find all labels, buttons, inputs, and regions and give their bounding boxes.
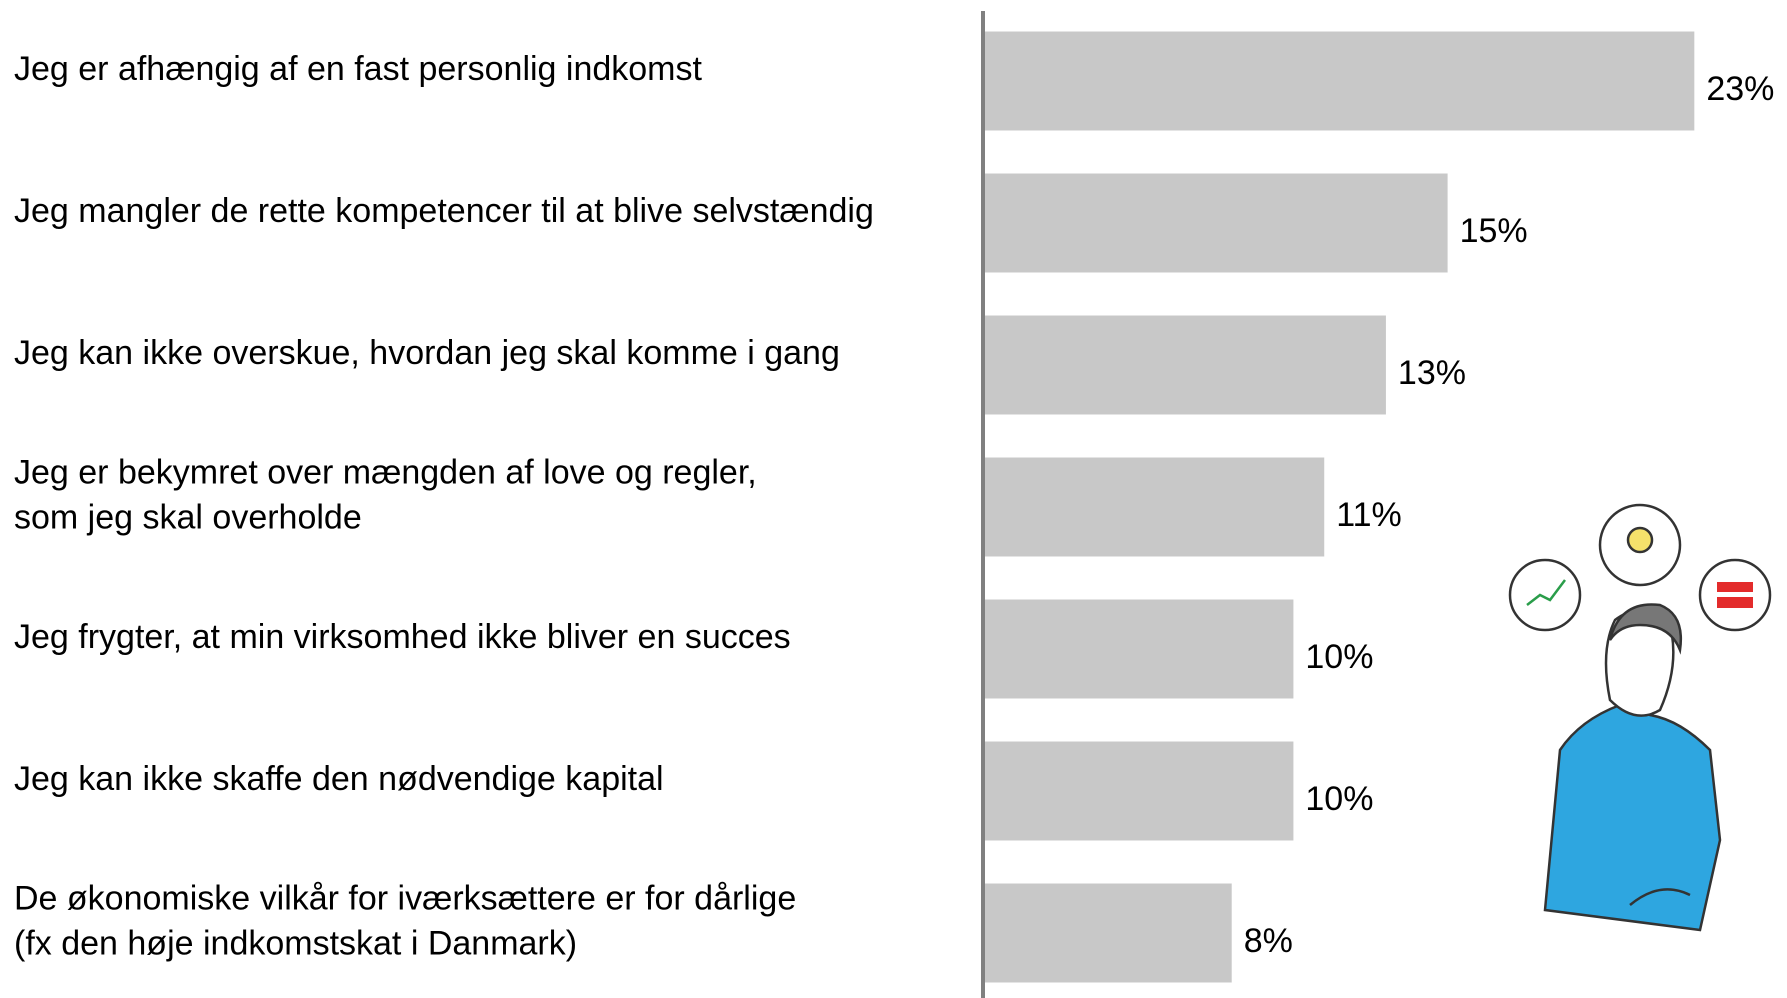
- bar: [985, 883, 1232, 983]
- category-label: Jeg kan ikke overskue, hvordan jeg skal …: [14, 334, 840, 372]
- value-label: 10%: [1305, 780, 1373, 818]
- value-label: 15%: [1460, 212, 1528, 250]
- category-label: (fx den høje indkomstskat i Danmark): [14, 924, 577, 962]
- category-label: Jeg er afhængig af en fast personlig ind…: [14, 50, 703, 88]
- value-label: 11%: [1336, 496, 1402, 534]
- bar: [985, 741, 1294, 841]
- category-label: Jeg er bekymret over mængden af love og …: [14, 453, 757, 491]
- bar: [985, 457, 1325, 557]
- bar: [985, 599, 1294, 699]
- value-label: 8%: [1244, 922, 1293, 960]
- category-label: Jeg mangler de rette kompetencer til at …: [14, 192, 874, 230]
- value-label: 13%: [1398, 354, 1466, 392]
- bar: [985, 31, 1695, 131]
- category-label: Jeg frygter, at min virksomhed ikke bliv…: [14, 618, 791, 656]
- category-label: Jeg kan ikke skaffe den nødvendige kapit…: [14, 760, 664, 798]
- bar: [985, 173, 1448, 273]
- value-label: 10%: [1305, 638, 1373, 676]
- bar: [985, 315, 1386, 415]
- illustration: [1508, 503, 1772, 932]
- value-label: 23%: [1706, 70, 1774, 108]
- category-label: De økonomiske vilkår for iværksættere er…: [14, 879, 796, 917]
- category-label: som jeg skal overholde: [14, 498, 362, 536]
